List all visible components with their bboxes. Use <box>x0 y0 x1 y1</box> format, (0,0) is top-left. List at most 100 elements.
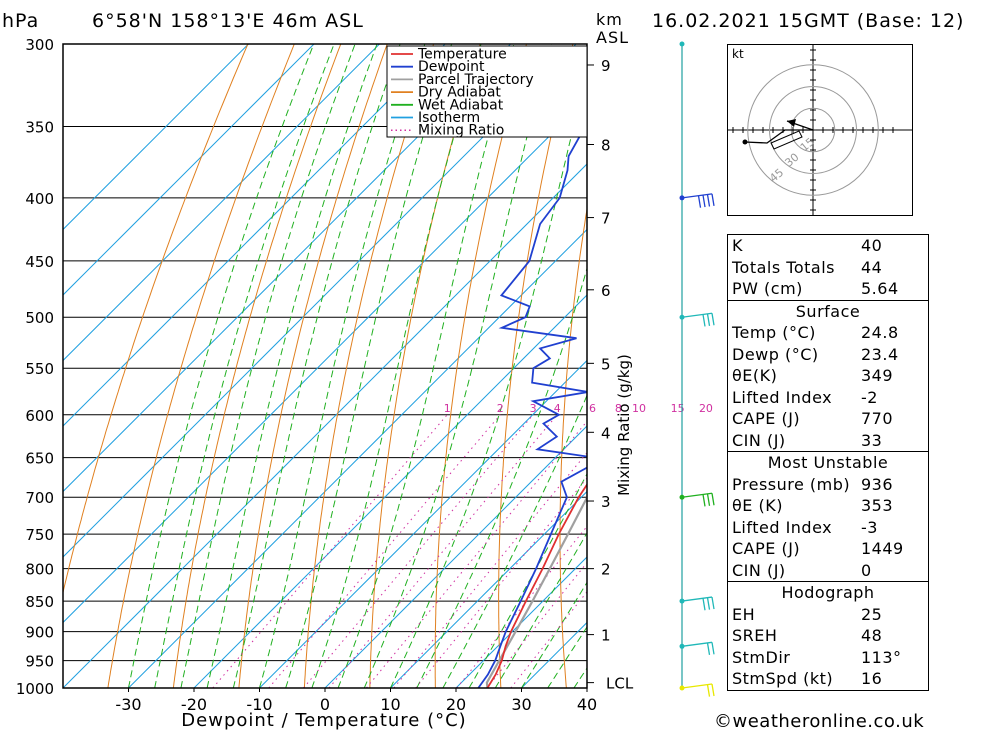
pressure-tick-label: 800 <box>25 561 54 579</box>
index-label: Lifted Index <box>732 387 833 407</box>
temperature-tick-label: -10 <box>246 695 272 714</box>
height-km-label: 4 <box>601 424 611 442</box>
index-value: 5.64 <box>861 279 899 298</box>
index-row: StmDir 113° <box>728 647 928 669</box>
wet-adiabat <box>311 44 482 688</box>
wet-adiabat <box>363 44 552 688</box>
index-value: 1449 <box>861 539 904 558</box>
index-row: EH 25 <box>728 604 928 626</box>
index-row: Totals Totals 44 <box>728 257 928 279</box>
temperature-tick-label: -20 <box>181 695 207 714</box>
index-row: Pressure (mb) 936 <box>728 474 928 496</box>
isotherm <box>63 44 577 558</box>
index-label: CAPE (J) <box>732 539 801 558</box>
legend-entry: Mixing Ratio <box>418 123 504 139</box>
temperature-tick-label: -30 <box>115 695 141 714</box>
wind-barb-shaft <box>681 312 713 318</box>
wet-adiabat <box>180 44 356 688</box>
pressure-tick-label: 650 <box>25 450 54 468</box>
dry-adiabat <box>172 44 342 688</box>
temperature-tick-label: 0 <box>320 695 330 714</box>
height-km-label: 5 <box>601 355 611 373</box>
wind-barb-feather <box>711 193 715 206</box>
index-label: PW (cm) <box>732 279 803 298</box>
dry-adiabat <box>107 44 295 688</box>
isotherm <box>390 490 587 688</box>
index-value: 33 <box>861 430 883 450</box>
index-value: 0 <box>861 560 872 580</box>
wet-adiabat <box>285 44 453 688</box>
index-row: θE(K) 349 <box>728 365 928 387</box>
height-km-label: 6 <box>601 282 611 300</box>
dry-adiabat <box>63 44 249 595</box>
index-row: PW (cm) 5.64 <box>728 278 928 300</box>
index-value: 25 <box>861 604 883 624</box>
wind-barb-feather <box>702 314 706 327</box>
index-row: CAPE (J) 1449 <box>728 538 928 560</box>
credit-link[interactable]: ©weatheronline.co.uk <box>714 711 925 732</box>
lcl-label: LCL <box>606 675 634 693</box>
pressure-unit-label: hPa <box>2 10 40 32</box>
legend-entry: Parcel Trajectory <box>418 72 534 88</box>
wet-adiabat <box>128 44 315 688</box>
isotherm <box>63 44 315 296</box>
mixing-ratio-label: 6 <box>589 402 596 415</box>
index-value: 16 <box>861 669 883 688</box>
index-label: Totals Totals <box>732 257 835 277</box>
index-value: 40 <box>861 236 883 255</box>
wind-barb-feather <box>706 194 711 207</box>
isotherm <box>63 44 511 493</box>
wet-adiabat <box>442 394 587 688</box>
dewpoint-line <box>477 123 587 688</box>
isotherm <box>63 44 249 231</box>
wind-barb-feather <box>706 597 711 610</box>
height-km-label: 1 <box>601 627 611 645</box>
hodograph-ring <box>769 86 857 174</box>
temperature-line <box>486 483 587 688</box>
index-value: 349 <box>861 366 894 385</box>
isotherm <box>63 97 587 624</box>
wind-barb-feather <box>702 194 706 208</box>
mixing-ratio-line <box>268 414 501 688</box>
legend-entry: Wet Adiabat <box>418 97 504 113</box>
dry-adiabat <box>303 44 435 688</box>
wind-barb-feather <box>697 195 702 208</box>
hodograph-endpoint <box>742 139 748 145</box>
mixing-ratio-label: 4 <box>554 402 561 415</box>
index-label: CIN (J) <box>732 560 786 580</box>
wind-level-marker <box>679 41 685 47</box>
index-row: CAPE (J) 770 <box>728 408 928 430</box>
index-label: Lifted Index <box>732 517 833 537</box>
wind-barb-feather <box>706 684 711 697</box>
storm-motion-box <box>770 130 803 150</box>
dry-adiabat <box>238 44 388 688</box>
storm-motion-arrowhead <box>787 119 796 127</box>
isotherm <box>193 294 587 688</box>
mixing-ratio-line <box>328 414 558 688</box>
legend-entry: Temperature <box>417 47 507 63</box>
index-label: Dewp (°C) <box>732 344 819 364</box>
isotherm <box>63 163 587 688</box>
index-label: StmSpd (kt) <box>732 669 834 688</box>
pressure-tick-label: 300 <box>25 36 54 54</box>
mixing-ratio-label: 2 <box>497 402 504 415</box>
pressure-tick-label: 750 <box>25 526 54 544</box>
index-value: 936 <box>861 474 894 494</box>
index-row: Lifted Index -2 <box>728 387 928 409</box>
mixing-ratio-label: 15 <box>671 402 685 415</box>
height-km-label: 7 <box>601 210 611 228</box>
wind-barb-shaft <box>681 596 713 602</box>
mixing-ratio-line <box>393 452 587 688</box>
index-label: CAPE (J) <box>732 409 801 428</box>
index-value: 113° <box>861 647 902 667</box>
index-row: Temp (°C) 24.8 <box>728 322 928 344</box>
index-row: CIN (J) 33 <box>728 430 928 452</box>
mixing-ratio-label: 1 <box>444 402 451 415</box>
legend-box <box>386 45 588 138</box>
wet-adiabat <box>232 44 401 688</box>
isotherm <box>324 425 587 688</box>
skew-t-diagram: 1234681015202530035040045050055060065070… <box>16 36 715 731</box>
index-label: Pressure (mb) <box>732 474 851 494</box>
wind-barb-feather <box>706 642 711 656</box>
